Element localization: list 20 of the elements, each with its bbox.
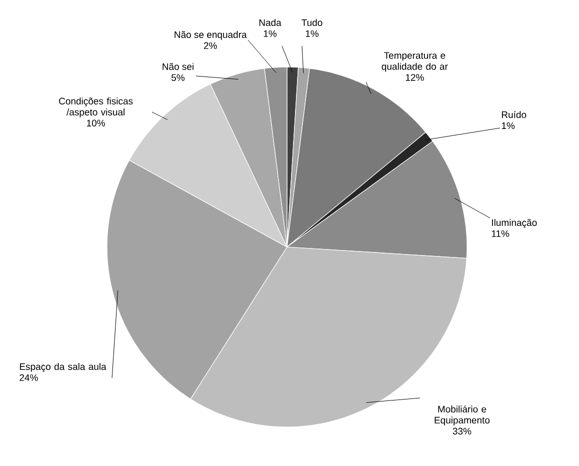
data-label: 1% — [306, 30, 319, 37]
slice-label: Tudo — [302, 19, 322, 26]
data-label: 5% — [172, 74, 185, 81]
data-label: 10% — [87, 120, 105, 126]
data-label: 33% — [452, 428, 472, 435]
slice-label: Temperatura e qualidade do ar — [382, 52, 448, 72]
data-label: 24% — [20, 374, 38, 381]
data-label: 1% — [502, 122, 515, 130]
slice-label: Espaço da sala aula — [20, 363, 106, 372]
slice-label: Mobiliário e Equipamento — [434, 405, 490, 426]
data-label: 11% — [492, 230, 510, 237]
slice-label: Não sei — [162, 63, 194, 70]
data-label: 12% — [406, 74, 424, 81]
slice-label: Ruído — [502, 110, 526, 118]
data-label: 1% — [264, 30, 277, 37]
slice-label: Iluminação — [492, 219, 537, 228]
slice-label: Não se enquadra — [174, 31, 247, 40]
slice-label: Condições fisicas /aspeto visual — [59, 98, 133, 118]
slice-label: Nada — [259, 19, 282, 26]
data-label: 2% — [204, 42, 217, 49]
